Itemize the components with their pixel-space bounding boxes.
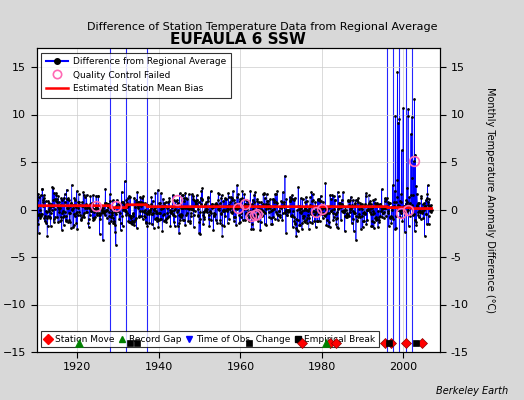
Text: Difference of Station Temperature Data from Regional Average: Difference of Station Temperature Data f… xyxy=(87,22,437,32)
Legend: Station Move, Record Gap, Time of Obs. Change, Empirical Break: Station Move, Record Gap, Time of Obs. C… xyxy=(41,331,379,348)
Y-axis label: Monthly Temperature Anomaly Difference (°C): Monthly Temperature Anomaly Difference (… xyxy=(485,87,495,313)
Title: EUFAULA 6 SSW: EUFAULA 6 SSW xyxy=(170,32,307,47)
Text: Berkeley Earth: Berkeley Earth xyxy=(436,386,508,396)
